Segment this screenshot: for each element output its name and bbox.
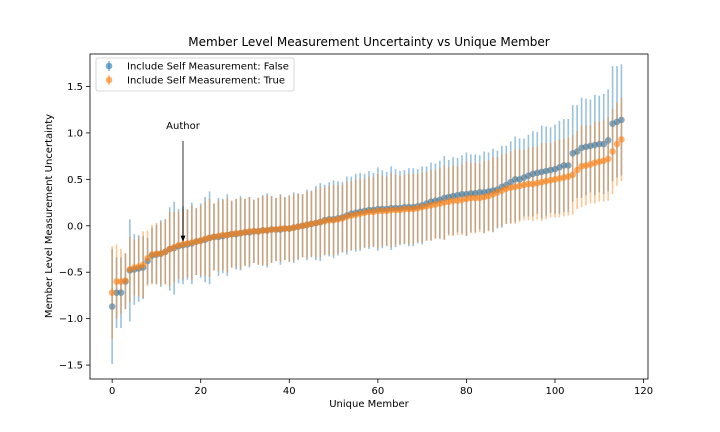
legend-label: Include Self Measurement: True (127, 76, 285, 87)
chart-title: Member Level Measurement Uncertainty vs … (188, 35, 550, 49)
legend: Include Self Measurement: False Include S… (95, 57, 295, 92)
data-point (108, 303, 116, 310)
x-tick-label: 60 (371, 386, 384, 397)
data-point (604, 137, 612, 144)
data-point (600, 140, 608, 148)
data-point (573, 148, 581, 155)
x-tick-label: 100 (545, 386, 564, 397)
data-point (139, 261, 147, 269)
axes-frame (89, 53, 649, 380)
data-point (117, 289, 125, 296)
series-self-true (108, 97, 625, 340)
data-point (618, 136, 625, 143)
data-point (122, 277, 129, 284)
data-point (564, 162, 572, 169)
annotation-label: Author (166, 121, 201, 132)
legend-marker (105, 61, 113, 71)
data-point (569, 171, 577, 179)
x-axis-label: Unique Member (329, 399, 409, 410)
data-point (618, 116, 625, 124)
legend-label: Include Self Measurement: False (127, 62, 289, 73)
legend-marker (105, 75, 113, 85)
y-tick-label: −0.5 (59, 268, 83, 279)
y-tick-label: 0.5 (67, 175, 83, 186)
x-tick-label: 40 (283, 386, 296, 397)
x-tick-label: 120 (634, 386, 653, 397)
data-point (609, 148, 616, 155)
y-tick-label: 0.0 (67, 221, 83, 232)
data-point (108, 289, 116, 296)
x-tick-label: 0 (109, 386, 115, 397)
y-tick-label: 1.5 (67, 82, 83, 93)
data-point (144, 254, 151, 262)
x-tick-label: 80 (460, 386, 473, 397)
annotation-arrowhead (180, 235, 186, 242)
y-tick-label: −1.0 (59, 314, 83, 325)
y-tick-label: −1.5 (59, 361, 83, 372)
legend-frame (95, 57, 295, 92)
y-axis-label: Member Level Measurement Uncertainty (44, 114, 55, 318)
y-tick-label: 1.0 (67, 128, 83, 139)
x-tick-label: 20 (194, 386, 207, 397)
plot-area: 0 20 40 60 80 100 120 −1.5 −1.0 −0.5 0.0 0.5 1.0 1.5 A… (59, 53, 653, 397)
data-point (613, 140, 621, 148)
data-point (573, 166, 581, 174)
data-point (604, 155, 612, 163)
